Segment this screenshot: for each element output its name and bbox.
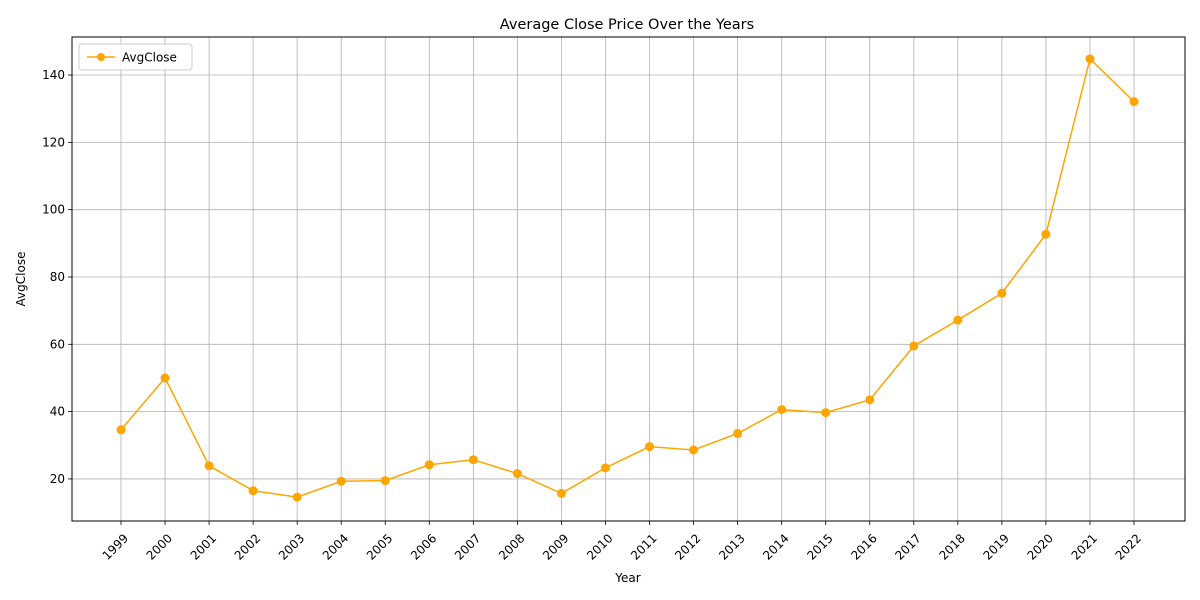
legend: AvgClose bbox=[78, 43, 193, 71]
y-tick-label: 140 bbox=[42, 68, 65, 82]
x-tick-label: 2006 bbox=[408, 531, 439, 562]
x-tick-label: 1999 bbox=[100, 531, 131, 562]
data-point bbox=[116, 425, 126, 435]
data-point bbox=[248, 486, 258, 496]
y-tick-label: 60 bbox=[50, 337, 65, 351]
data-point bbox=[821, 408, 831, 418]
x-tick-label: 2018 bbox=[936, 531, 967, 562]
y-tick-label: 20 bbox=[50, 472, 65, 486]
data-point bbox=[777, 405, 787, 415]
data-point bbox=[424, 460, 434, 470]
data-point bbox=[733, 428, 743, 438]
x-tick-label: 2004 bbox=[320, 531, 351, 562]
data-point bbox=[689, 445, 699, 455]
x-tick-label: 2015 bbox=[804, 531, 835, 562]
chart-title: Average Close Price Over the Years bbox=[500, 17, 754, 33]
grid bbox=[72, 37, 1185, 521]
x-tick-label: 2017 bbox=[892, 531, 923, 562]
y-tick-label: 100 bbox=[42, 203, 65, 217]
x-tick-label: 2001 bbox=[188, 531, 219, 562]
data-point bbox=[865, 395, 875, 405]
x-tick-label: 2020 bbox=[1025, 531, 1056, 562]
x-tick-label: 2007 bbox=[452, 531, 483, 562]
series-line bbox=[120, 57, 1135, 498]
x-tick-label: 2021 bbox=[1069, 531, 1100, 562]
data-point bbox=[997, 288, 1007, 298]
x-tick-label: 2014 bbox=[760, 531, 791, 562]
data-point bbox=[556, 488, 566, 498]
x-tick-label: 2000 bbox=[144, 531, 175, 562]
x-tick-label: 2013 bbox=[716, 531, 747, 562]
y-axis-title: AvgClose bbox=[14, 252, 28, 307]
data-point bbox=[1085, 54, 1095, 64]
data-point bbox=[160, 373, 170, 383]
data-point bbox=[336, 476, 346, 486]
data-point bbox=[512, 469, 522, 479]
data-point bbox=[953, 315, 963, 325]
x-tick-label: 2019 bbox=[980, 531, 1011, 562]
plot-frame bbox=[71, 36, 1186, 522]
x-tick-label: 2005 bbox=[364, 531, 395, 562]
data-point bbox=[600, 463, 610, 473]
y-tick-label: 40 bbox=[50, 405, 65, 419]
data-point bbox=[1129, 97, 1139, 107]
data-point bbox=[292, 492, 302, 502]
data-point bbox=[645, 442, 655, 452]
x-tick-label: 2009 bbox=[540, 531, 571, 562]
x-axis-title: Year bbox=[614, 571, 640, 585]
x-tick-label: 2016 bbox=[848, 531, 879, 562]
legend-label: AvgClose bbox=[122, 51, 177, 65]
x-tick-label: 2012 bbox=[672, 531, 703, 562]
x-tick-label: 2003 bbox=[276, 531, 307, 562]
y-axis-ticks: 20 40 60 80 100 120 140 bbox=[42, 68, 72, 486]
data-point bbox=[1041, 229, 1051, 239]
legend-box bbox=[78, 43, 193, 71]
data-point bbox=[468, 455, 478, 465]
data-point bbox=[380, 476, 390, 486]
data-point bbox=[204, 461, 214, 471]
y-tick-label: 120 bbox=[42, 135, 65, 149]
legend-marker-swatch bbox=[97, 53, 105, 61]
y-tick-label: 80 bbox=[50, 270, 65, 284]
x-tick-label: 2022 bbox=[1113, 531, 1144, 562]
x-tick-label: 2002 bbox=[232, 531, 263, 562]
data-point bbox=[909, 341, 919, 351]
x-tick-label: 2010 bbox=[584, 531, 615, 562]
x-axis-ticks: 1999 2000 2001 2002 2003 2004 2005 2006 2007 2008… bbox=[100, 521, 1144, 563]
x-tick-label: 2011 bbox=[628, 531, 659, 562]
series-layer bbox=[116, 54, 1139, 502]
x-tick-label: 2008 bbox=[496, 531, 527, 562]
